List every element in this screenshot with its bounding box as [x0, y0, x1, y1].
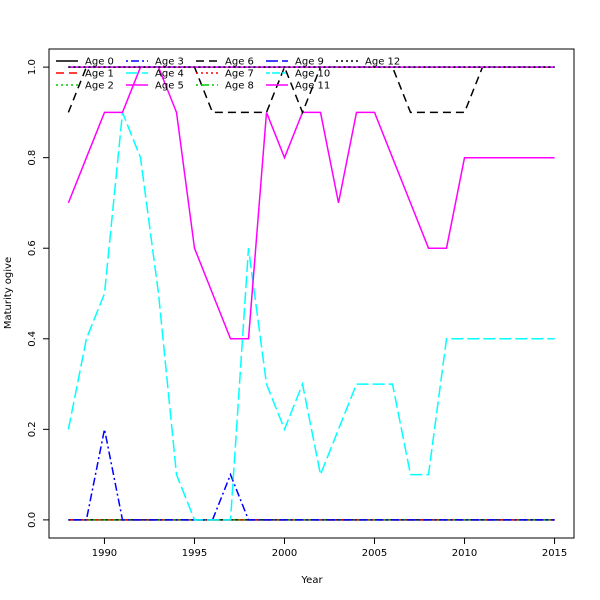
legend-label-age-8: Age 8	[225, 81, 254, 92]
legend-label-age-9: Age 9	[295, 57, 324, 68]
x-tick-label: 2005	[362, 548, 387, 559]
y-tick-label: 0.6	[27, 240, 38, 256]
y-tick-label: 1.0	[27, 59, 38, 75]
y-tick-label: 0.2	[27, 421, 38, 437]
x-tick-label: 1995	[182, 548, 207, 559]
y-tick-label: 0.0	[27, 512, 38, 528]
legend-label-age-12: Age 12	[365, 57, 400, 68]
legend-label-age-2: Age 2	[85, 81, 114, 92]
y-tick-label: 0.4	[27, 331, 38, 347]
legend-label-age-5: Age 5	[155, 81, 184, 92]
legend-label-age-0: Age 0	[85, 57, 114, 68]
legend-label-age-7: Age 7	[225, 69, 254, 80]
x-tick-label: 1990	[92, 548, 117, 559]
plot-frame	[48, 48, 575, 539]
legend-label-age-1: Age 1	[85, 69, 114, 80]
y-tick-label: 0.8	[27, 150, 38, 166]
y-axis: 0.0 0.2 0.4 0.6 0.8 1.0	[27, 59, 49, 528]
x-tick-label: 2000	[272, 548, 297, 559]
series-line-age-4	[67, 112, 555, 521]
series-line-age-3	[68, 429, 555, 521]
x-axis-label: Year	[300, 575, 323, 586]
legend-label-age-10: Age 10	[295, 69, 330, 80]
x-tick-label: 2015	[542, 548, 567, 559]
x-axis: 1990 1995 2000 2005 2010 2015	[92, 538, 567, 559]
x-tick-label: 2010	[452, 548, 477, 559]
legend-label-age-11: Age 11	[295, 81, 330, 92]
y-axis-label: Maturity ogive	[3, 257, 14, 329]
legend-label-age-4: Age 4	[155, 69, 184, 80]
series-layer	[67, 65, 555, 521]
legend-label-age-6: Age 6	[225, 57, 254, 68]
legend-label-age-3: Age 3	[155, 57, 184, 68]
